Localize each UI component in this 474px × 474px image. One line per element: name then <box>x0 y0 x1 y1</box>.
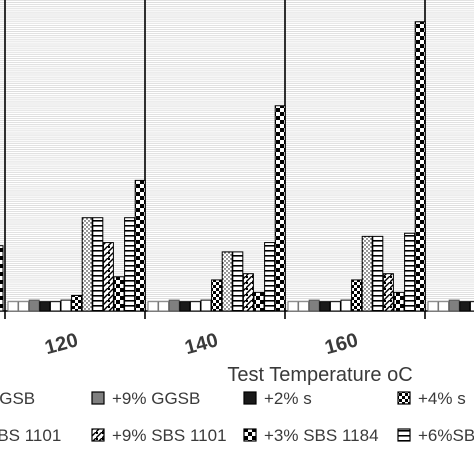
bar <box>168 299 180 312</box>
legend-label: +9% SBS 1101 <box>112 426 227 445</box>
x-axis-title: Test Temperature oC <box>227 364 412 386</box>
bar <box>7 301 19 312</box>
bar <box>459 301 471 312</box>
x-tick-label: 120 <box>42 329 80 359</box>
bar <box>113 276 125 312</box>
legend-label: +9% GGSB <box>112 389 200 408</box>
bar <box>81 217 93 312</box>
x-tick-label: 160 <box>322 329 360 359</box>
bar <box>102 242 114 312</box>
bar <box>28 299 40 312</box>
bar <box>404 232 416 312</box>
bar <box>308 299 320 312</box>
black-square-icon <box>243 391 257 405</box>
x-tick-labels: 120 140 160 <box>42 329 360 359</box>
bar <box>221 251 233 312</box>
legend-label: +6%SBS <box>418 426 474 445</box>
bar <box>448 299 460 312</box>
bar <box>414 21 426 312</box>
bar <box>438 301 450 312</box>
legend: GGSB +9% GGSB +2% s +4% s SBS 1101 +9% SBS 11… <box>0 389 474 445</box>
bar <box>18 301 30 312</box>
x-tick-label: 140 <box>182 329 220 359</box>
bar <box>71 294 83 312</box>
bar <box>92 217 104 312</box>
bar <box>200 299 212 312</box>
bar <box>253 291 265 312</box>
bar <box>232 251 244 312</box>
bar <box>39 301 51 312</box>
bar <box>274 105 286 312</box>
bar <box>242 273 254 312</box>
bar <box>264 242 276 312</box>
checker-square-icon <box>397 391 411 405</box>
bar <box>319 301 331 312</box>
bar <box>393 291 405 312</box>
bar <box>298 301 310 312</box>
bar <box>427 301 439 312</box>
bar <box>382 273 394 312</box>
bar <box>211 279 223 312</box>
bar <box>158 301 170 312</box>
bar <box>329 301 341 312</box>
plot-area <box>0 0 474 319</box>
bar <box>179 301 191 312</box>
black-check-square-icon <box>243 428 257 442</box>
bar <box>60 299 72 312</box>
grey-square-icon <box>91 391 105 405</box>
bar <box>147 301 159 312</box>
bar <box>361 235 373 312</box>
bar <box>351 279 363 312</box>
legend-label: +2% s <box>264 389 312 408</box>
bar <box>372 235 384 312</box>
bar <box>134 179 146 312</box>
legend-label: +3% SBS 1184 <box>264 426 379 445</box>
diagonal-check-square-icon <box>91 428 105 442</box>
bar <box>49 301 61 312</box>
legend-label: GGSB <box>0 389 35 408</box>
bar <box>124 217 136 312</box>
bar <box>287 301 299 312</box>
bar <box>189 301 201 312</box>
bar <box>340 299 352 312</box>
bar <box>0 245 4 312</box>
legend-label: SBS 1101 <box>0 426 61 445</box>
legend-label: +4% s <box>418 389 466 408</box>
lined-square-icon <box>397 428 411 442</box>
bar <box>469 301 474 312</box>
